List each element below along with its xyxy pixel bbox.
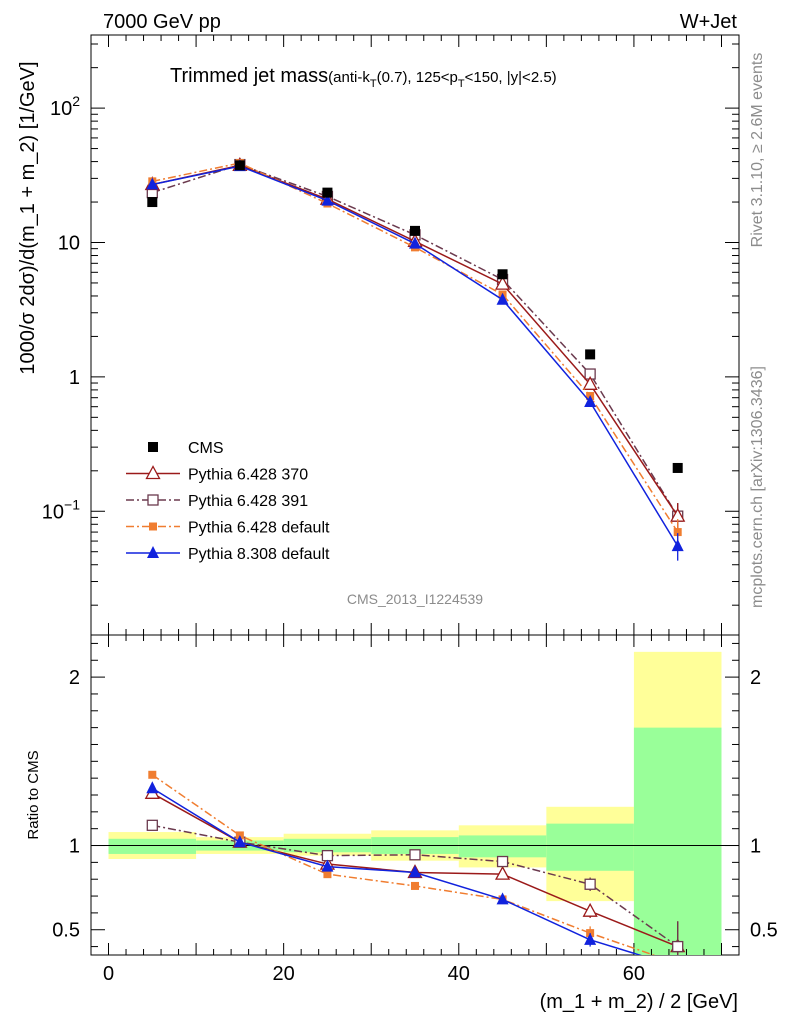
ratio-point [323,870,332,879]
data-point [322,187,333,198]
x-tick-label: 20 [273,963,295,985]
uncertainty-bands [91,651,739,955]
ratio-series-3 [146,781,642,955]
series-line [152,165,679,547]
legend-item-3: Pythia 6.428 default [126,520,330,537]
data-point [582,375,598,390]
plot-title: Trimmed jet mass(anti-kT(0.7), 125<pT<15… [170,65,557,90]
y-tick-label: 10 [58,232,80,254]
x-axis-label: (m_1 + m_2) / 2 [GeV] [540,991,738,1013]
ratio-point [321,849,334,862]
ratio-point [496,892,509,905]
ratio-point [672,940,684,953]
y-axis-label-main: 1000/σ 2dσ)/d(m_1 + m_2) [1/GeV] [17,61,39,374]
band-green-6 [633,727,722,955]
ratio-y-tick-label: 2 [69,667,80,689]
ratio-point [148,770,157,779]
ratio-y-tick-label: 1 [69,836,80,858]
ratio-point [321,859,334,872]
data-point [584,395,597,408]
ratio-point [582,902,598,917]
ratio-point [233,835,246,848]
legend-marker [147,494,159,506]
data-point [671,539,684,552]
series-line [152,163,679,517]
analysis-label: CMS_2013_I1224539 [347,591,483,607]
data-point [585,349,596,360]
y-tick-label: 102 [50,93,80,120]
legend-marker [148,442,158,452]
ratio-point [496,855,509,868]
data-point [673,528,682,537]
band-green-4 [458,835,547,858]
legend-marker [145,465,161,480]
ratio-panel-series [144,770,686,955]
ratio-point [146,781,159,794]
ratio-point [409,865,421,878]
series-3 [148,159,682,547]
legend-label: Pythia 6.428 391 [188,493,308,510]
header-right: W+Jet [680,11,738,33]
ratio-y-tick-label-right: 0.5 [750,920,778,942]
ratio-y-tick-label: 0.5 [52,920,80,942]
band-green-5 [546,823,634,871]
data-point [410,225,420,236]
series-line [152,164,679,517]
main-panel-series [144,156,686,561]
series-0 [147,160,683,473]
legend-item-1: Pythia 6.428 370 [126,465,308,484]
data-point [497,269,508,280]
data-point [672,462,683,473]
legend: CMS Pythia 6.428 370 Pythia 6.428 391 Pythi… [126,440,330,563]
header-left: 7000 GeV pp [103,11,221,33]
data-point [321,193,334,206]
ratio-y-tick-label-right: 1 [750,836,761,858]
legend-item-0: CMS [148,440,224,457]
legend-label: Pythia 6.428 default [188,520,330,537]
band-green-0 [108,838,197,854]
ratio-point [584,878,596,890]
main-panel-frame [90,34,740,636]
data-point [146,177,159,190]
data-point [409,236,421,249]
data-point [494,275,511,290]
ratio-point [584,932,597,945]
legend-label: Pythia 6.428 370 [188,467,308,484]
ratio-point [494,865,511,880]
ratio-point [409,849,421,861]
x-tick-label: 0 [103,963,114,985]
y-tick-label: 10−1 [42,496,80,523]
axis-ticks: 0 20 40 60 102 10 1 10−1 0.5 0.5 1 1 2 2 [42,35,778,985]
ratio-point [411,881,419,890]
x-tick-label: 60 [623,963,645,985]
data-point [496,292,509,305]
data-point [147,197,158,208]
plot-title-main: Trimmed jet mass [170,65,328,87]
rivet-label: Rivet 3.1.10, ≥ 2.6M events [749,53,766,248]
x-tick-label: 40 [448,963,470,985]
ratio-point [146,819,158,831]
mcplots-label: mcplots.cern.ch [arXiv:1306.3436] [749,366,766,608]
y-tick-label: 1 [69,367,80,389]
legend-item-2: Pythia 6.428 391 [126,493,308,510]
legend-label: Pythia 8.308 default [188,546,330,563]
legend-marker [149,522,157,531]
legend-item-4: Pythia 8.308 default [126,546,330,563]
data-point [234,160,245,171]
ratio-y-tick-label-right: 2 [750,667,761,689]
y-axis-label-ratio: Ratio to CMS [25,750,42,839]
legend-label: CMS [188,440,224,457]
legend-marker [147,546,159,558]
